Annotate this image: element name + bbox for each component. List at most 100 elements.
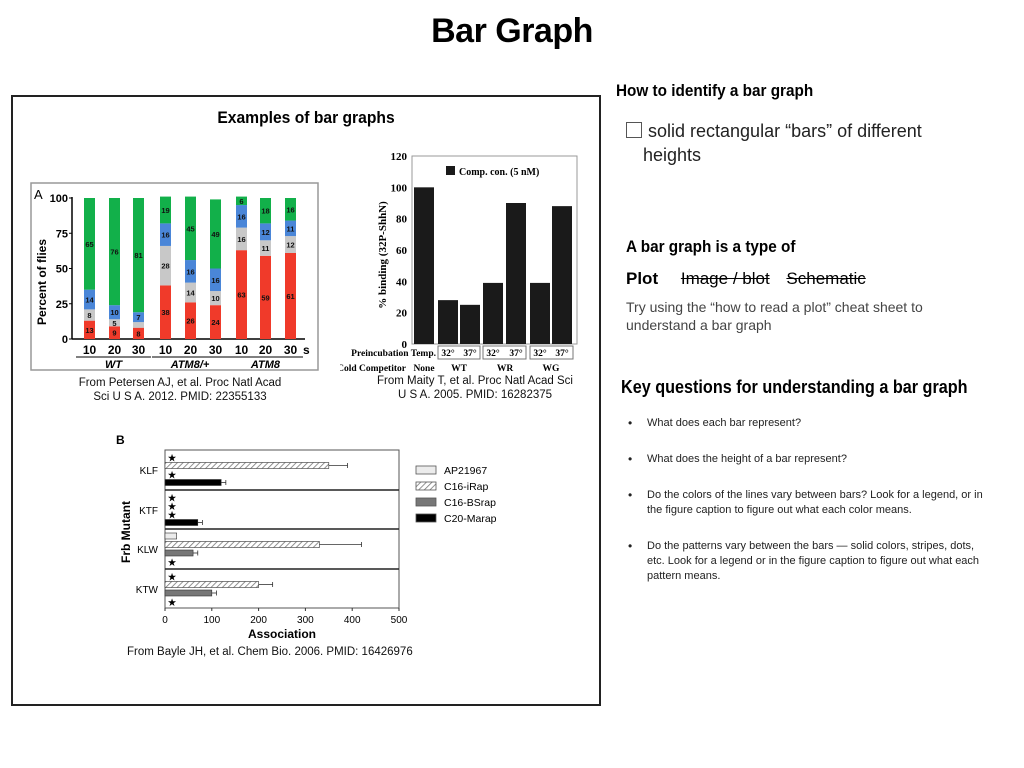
caption-bayle: From Bayle JH, et al. Chem Bio. 2006. PM… bbox=[127, 646, 413, 658]
svg-text:10: 10 bbox=[159, 343, 173, 357]
criterion-text: heights bbox=[643, 145, 702, 165]
svg-text:12: 12 bbox=[261, 228, 269, 237]
type-of-heading: A bar graph is a type of bbox=[626, 237, 796, 256]
criterion-checkbox[interactable] bbox=[626, 122, 642, 138]
svg-text:10: 10 bbox=[83, 343, 97, 357]
key-question: What does each bar represent? bbox=[621, 416, 991, 431]
svg-text:65: 65 bbox=[85, 240, 93, 249]
svg-text:16: 16 bbox=[186, 267, 194, 276]
svg-text:37°: 37° bbox=[463, 348, 477, 359]
svg-text:32°: 32° bbox=[533, 348, 547, 359]
svg-text:25: 25 bbox=[56, 299, 68, 311]
svg-text:120: 120 bbox=[391, 151, 408, 163]
page-title: Bar Graph bbox=[431, 12, 593, 50]
y-axis-label: Percent of flies bbox=[35, 239, 49, 325]
svg-text:61: 61 bbox=[286, 292, 294, 301]
svg-text:C16-iRap: C16-iRap bbox=[444, 481, 489, 493]
svg-text:★: ★ bbox=[168, 493, 177, 503]
type-options: Plot Image / blot Schematic bbox=[626, 269, 866, 289]
key-questions-heading: Key questions for understanding a bar gr… bbox=[621, 377, 968, 397]
svg-text:9: 9 bbox=[112, 329, 116, 338]
svg-text:KLF: KLF bbox=[140, 466, 158, 477]
svg-text:300: 300 bbox=[297, 615, 314, 626]
svg-text:Cold Competitor: Cold Competitor bbox=[340, 364, 407, 374]
type-option-schematic: Schematic bbox=[786, 269, 866, 288]
svg-text:KTW: KTW bbox=[136, 585, 159, 596]
examples-frame bbox=[11, 95, 601, 706]
svg-text:16: 16 bbox=[237, 235, 245, 244]
svg-text:16: 16 bbox=[211, 276, 219, 285]
svg-text:40: 40 bbox=[396, 276, 408, 288]
svg-text:63: 63 bbox=[237, 291, 245, 300]
svg-text:8: 8 bbox=[136, 329, 140, 338]
svg-text:75: 75 bbox=[56, 228, 68, 240]
svg-text:400: 400 bbox=[344, 615, 361, 626]
x-axis-label: Association bbox=[248, 627, 316, 641]
key-questions-list: What does each bar represent? What does … bbox=[621, 416, 991, 584]
svg-text:KLW: KLW bbox=[137, 545, 158, 556]
svg-text:32°: 32° bbox=[486, 348, 500, 359]
svg-text:81: 81 bbox=[134, 251, 142, 260]
svg-text:100: 100 bbox=[391, 182, 408, 194]
svg-text:50: 50 bbox=[56, 264, 68, 276]
svg-text:★: ★ bbox=[168, 558, 177, 568]
svg-text:11: 11 bbox=[287, 224, 295, 233]
svg-text:0: 0 bbox=[402, 339, 408, 351]
svg-text:s: s bbox=[303, 343, 310, 357]
svg-text:20: 20 bbox=[108, 343, 122, 357]
caption-line: Sci U S A. 2012. PMID: 22355133 bbox=[93, 391, 267, 403]
svg-text:500: 500 bbox=[391, 615, 408, 626]
svg-text:AP21967: AP21967 bbox=[444, 465, 487, 477]
svg-text:32°: 32° bbox=[441, 348, 455, 359]
svg-text:★: ★ bbox=[168, 502, 177, 512]
svg-text:ATM8/+: ATM8/+ bbox=[170, 359, 210, 371]
caption-line: From Petersen AJ, et al. Proc Natl Acad bbox=[78, 377, 282, 389]
svg-text:28: 28 bbox=[161, 262, 169, 271]
svg-text:14: 14 bbox=[186, 288, 195, 297]
svg-text:KTF: KTF bbox=[139, 506, 158, 517]
svg-text:20: 20 bbox=[184, 343, 198, 357]
svg-text:60: 60 bbox=[396, 245, 408, 257]
panel-label-a: A bbox=[34, 187, 43, 202]
svg-text:100: 100 bbox=[203, 615, 220, 626]
svg-text:26: 26 bbox=[186, 317, 194, 326]
caption-line: From Maity T, et al. Proc Natl Acad Sci bbox=[377, 375, 573, 387]
svg-text:76: 76 bbox=[110, 248, 118, 257]
svg-text:★: ★ bbox=[168, 572, 177, 582]
svg-text:30: 30 bbox=[284, 343, 298, 357]
svg-text:WR: WR bbox=[497, 364, 514, 374]
identify-heading: How to identify a bar graph bbox=[616, 81, 814, 100]
svg-text:20: 20 bbox=[259, 343, 273, 357]
svg-text:45: 45 bbox=[186, 224, 194, 233]
svg-text:16: 16 bbox=[237, 212, 245, 221]
svg-text:14: 14 bbox=[85, 296, 94, 305]
svg-text:0: 0 bbox=[162, 615, 168, 626]
svg-text:200: 200 bbox=[250, 615, 267, 626]
svg-text:10: 10 bbox=[110, 308, 118, 317]
svg-text:★: ★ bbox=[168, 598, 177, 608]
svg-text:11: 11 bbox=[262, 244, 270, 253]
caption-petersen: From Petersen AJ, et al. Proc Natl Acad … bbox=[40, 376, 320, 404]
svg-text:37°: 37° bbox=[509, 348, 523, 359]
criterion-text: solid rectangular “bars” of different bbox=[648, 121, 922, 141]
hint-line: understand a bar graph bbox=[626, 317, 772, 333]
svg-text:38: 38 bbox=[161, 308, 169, 317]
key-question: Do the patterns vary between the bars — … bbox=[621, 539, 991, 584]
svg-text:18: 18 bbox=[261, 207, 269, 216]
binding-bar-chart: % binding (32P-ShhN) 0 20 40 60 80 100 120 Com… bbox=[340, 151, 578, 374]
svg-text:16: 16 bbox=[286, 205, 294, 214]
type-option-plot: Plot bbox=[626, 269, 659, 288]
svg-text:8: 8 bbox=[87, 311, 91, 320]
svg-text:37°: 37° bbox=[555, 348, 569, 359]
svg-text:10: 10 bbox=[211, 294, 219, 303]
svg-text:WG: WG bbox=[543, 364, 561, 374]
svg-text:★: ★ bbox=[168, 510, 177, 520]
svg-text:C16-BSrap: C16-BSrap bbox=[444, 497, 496, 509]
svg-text:49: 49 bbox=[211, 230, 219, 239]
legend-label: Comp. con. (5 nM) bbox=[459, 167, 539, 178]
key-question: What does the height of a bar represent? bbox=[621, 452, 991, 467]
examples-title: Examples of bar graphs bbox=[217, 108, 395, 127]
type-hint: Try using the “how to read a plot” cheat… bbox=[626, 298, 1006, 334]
svg-text:16: 16 bbox=[161, 231, 169, 240]
